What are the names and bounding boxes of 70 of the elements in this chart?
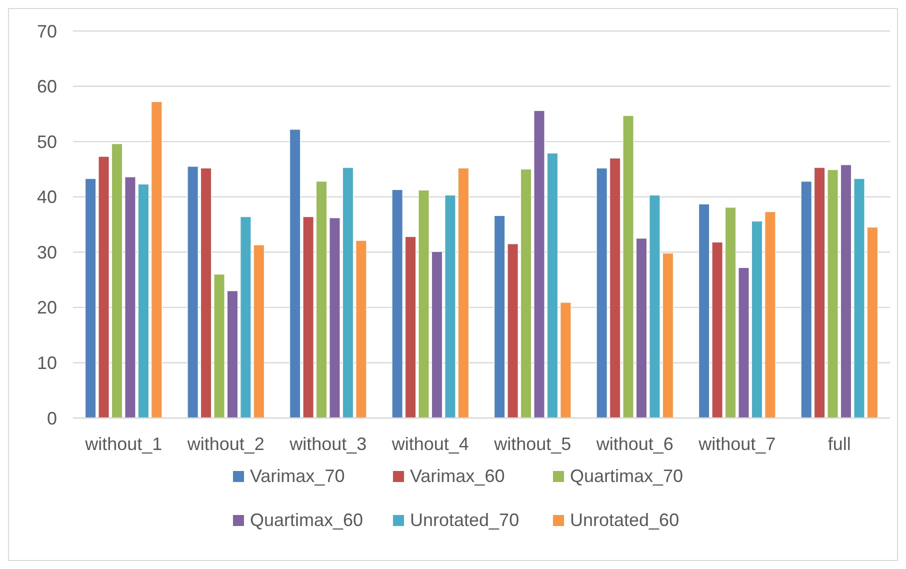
- legend-label: Varimax_60: [410, 466, 505, 486]
- x-tick-label: without_2: [186, 434, 264, 454]
- legend-label: Unrotated_60: [570, 510, 680, 530]
- bar: [636, 238, 648, 418]
- bar: [738, 267, 750, 418]
- bar: [418, 190, 430, 418]
- bar: [124, 176, 136, 418]
- bar: [560, 302, 572, 418]
- bar: [827, 169, 838, 418]
- y-tick-label: 60: [36, 76, 57, 97]
- y-tick-label: 40: [36, 187, 57, 208]
- x-tick-label: without_7: [698, 434, 776, 454]
- x-tick-label: full: [828, 434, 851, 454]
- bar: [458, 168, 470, 418]
- bar: [200, 168, 212, 418]
- bar: [98, 156, 110, 418]
- legend-label: Unrotated_70: [410, 510, 520, 530]
- bar: [494, 215, 506, 418]
- bar: [431, 251, 443, 418]
- bar: [316, 181, 328, 418]
- bar: [840, 164, 852, 418]
- x-tick-label: without_4: [390, 434, 469, 454]
- bar: [622, 115, 634, 418]
- x-tick-label: without_1: [84, 434, 162, 454]
- bar: [444, 194, 456, 418]
- bar: [596, 168, 608, 418]
- bar: [712, 242, 723, 418]
- bar: [520, 168, 532, 418]
- bar: [111, 143, 123, 418]
- bar: [546, 152, 558, 418]
- bar: [214, 274, 225, 418]
- bar: [356, 240, 367, 418]
- y-tick-label: 70: [36, 21, 57, 42]
- bar: [649, 194, 660, 418]
- y-tick-label: 20: [36, 298, 57, 318]
- bar: [764, 211, 776, 418]
- x-tick-label: without_3: [288, 434, 367, 454]
- bar: [151, 101, 162, 418]
- y-tick-label: 50: [36, 132, 57, 152]
- bar: [226, 290, 238, 418]
- bar: [534, 110, 545, 418]
- bar: [800, 181, 812, 418]
- bar: [751, 220, 763, 418]
- legend-label: Varimax_70: [250, 466, 345, 486]
- bar: [84, 178, 96, 418]
- bar: [302, 216, 314, 418]
- bar: [866, 226, 878, 418]
- bar: [662, 252, 674, 418]
- bar: [854, 178, 865, 418]
- y-tick-label: 0: [46, 408, 57, 428]
- x-tick-label: without_6: [595, 434, 674, 454]
- bar: [404, 236, 416, 418]
- bar: [253, 244, 265, 418]
- bar: [392, 189, 403, 418]
- bar: [138, 184, 150, 418]
- x-tick-label: without_5: [493, 434, 572, 454]
- y-tick-label: 10: [36, 353, 57, 374]
- bar: [698, 204, 710, 418]
- y-tick-label: 30: [36, 242, 57, 262]
- bar: [240, 216, 252, 418]
- legend-label: Quartimax_70: [570, 466, 684, 486]
- bar: [187, 166, 198, 418]
- bar: [724, 207, 736, 418]
- legend-label: Quartimax_60: [250, 510, 364, 530]
- bar: [329, 218, 340, 418]
- bar: [814, 167, 826, 418]
- bar: [342, 167, 354, 418]
- bar: [609, 158, 621, 418]
- bar: [507, 244, 518, 418]
- bar: [289, 129, 301, 418]
